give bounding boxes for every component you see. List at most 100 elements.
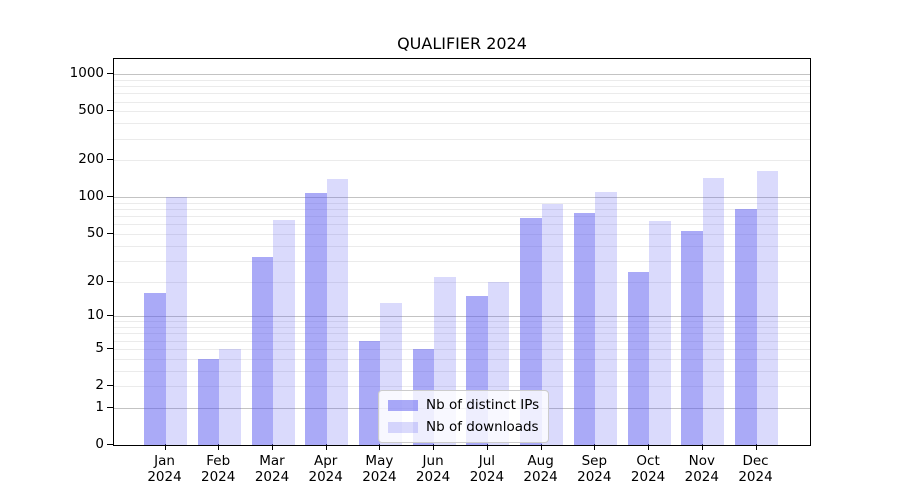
x-tick-mark (433, 444, 435, 450)
y-tick-label: 5 (95, 339, 104, 356)
y-tick-mark (107, 73, 113, 75)
x-tick-label: Jun 2024 (415, 453, 451, 485)
x-tick-mark (755, 444, 757, 450)
chart-title: QUALIFIER 2024 (397, 34, 527, 53)
gridline-minor (114, 216, 810, 218)
legend-swatch-downloads (388, 422, 418, 433)
gridline-minor (114, 260, 810, 262)
legend-swatch-distinct-ips (388, 400, 418, 411)
bar-downloads-apr (326, 179, 349, 445)
x-tick-mark (486, 444, 488, 450)
bar-distinct-ips-apr (305, 193, 327, 445)
gridline-minor (114, 340, 810, 342)
bar-distinct-ips-aug (520, 217, 542, 445)
gridline-minor (114, 93, 810, 95)
x-tick-label: Nov 2024 (684, 453, 719, 485)
gridline-minor (114, 281, 810, 283)
legend-label: Nb of downloads (426, 419, 539, 435)
bar-distinct-ips-oct (627, 272, 650, 445)
y-tick-label: 1 (95, 398, 104, 415)
x-tick-label: Jul 2024 (469, 453, 505, 485)
x-tick-mark (218, 444, 220, 450)
y-tick-mark (107, 347, 113, 349)
x-tick-mark (701, 444, 703, 450)
gridline-minor (114, 348, 810, 350)
gridline-minor (114, 101, 810, 103)
x-tick-mark (379, 444, 381, 450)
y-tick-mark (107, 159, 113, 161)
y-tick-label: 2 (95, 377, 104, 393)
y-tick-label: 20 (86, 272, 104, 289)
y-tick-label: 0 (95, 436, 104, 452)
bar-downloads-nov (702, 177, 725, 445)
bar-distinct-ips-sep (573, 213, 596, 445)
gridline-minor (114, 386, 810, 387)
x-tick-label: Oct 2024 (630, 453, 666, 485)
x-tick-label: Dec 2024 (738, 453, 773, 485)
bar-downloads-feb (219, 348, 241, 445)
legend: Nb of distinct IPs Nb of downloads (378, 390, 550, 443)
bar-distinct-ips-nov (681, 230, 703, 445)
x-tick-label: Feb 2024 (201, 453, 236, 485)
gridline-major (114, 316, 810, 318)
gridline-minor (114, 202, 810, 204)
gridline-minor (114, 224, 810, 226)
x-tick-label: Sep 2024 (577, 453, 612, 485)
bar-downloads-dec (756, 170, 778, 445)
x-tick-label: Aug 2024 (523, 453, 558, 485)
plot-area: Nb of distinct IPs Nb of downloads (113, 58, 811, 446)
gridline-minor (114, 209, 810, 211)
gridline-minor (114, 160, 810, 162)
gridline-minor (114, 327, 810, 329)
y-tick-label: 200 (78, 151, 104, 168)
gridline-minor (114, 321, 810, 323)
x-tick-mark (272, 444, 273, 450)
y-tick-label: 1000 (69, 65, 104, 82)
bar-distinct-ips-mar (251, 257, 273, 445)
x-tick-mark (594, 444, 596, 450)
x-tick-mark (540, 444, 542, 450)
gridline-minor (114, 358, 810, 360)
bar-distinct-ips-feb (197, 358, 220, 445)
legend-item-distinct-ips: Nb of distinct IPs (388, 396, 539, 415)
bar-distinct-ips-jan (144, 292, 166, 445)
bar-downloads-aug (541, 204, 564, 445)
x-tick-mark (164, 444, 166, 450)
x-tick-mark (648, 444, 650, 450)
bar-distinct-ips-may (358, 340, 381, 445)
y-tick-label: 50 (86, 224, 104, 241)
x-tick-label: May 2024 (362, 453, 397, 485)
x-tick-label: Apr 2024 (308, 453, 343, 485)
gridline-major (114, 197, 810, 199)
gridline-minor (114, 79, 810, 81)
y-tick-label: 10 (86, 307, 104, 324)
gridline-major (114, 74, 810, 76)
gridline-minor (114, 370, 810, 372)
y-tick-mark (107, 406, 113, 408)
gridline-minor (114, 333, 810, 335)
y-tick-mark (107, 315, 113, 317)
y-tick-mark (107, 196, 113, 198)
gridline-minor (114, 123, 810, 125)
gridline-minor (114, 245, 810, 247)
x-tick-label: Mar 2024 (254, 453, 290, 485)
bar-downloads-jan (165, 197, 187, 445)
bar-downloads-sep (595, 192, 617, 445)
legend-item-downloads: Nb of downloads (388, 418, 539, 437)
bar-distinct-ips-dec (735, 208, 757, 445)
y-tick-label: 100 (78, 188, 104, 205)
bar-downloads-mar (273, 220, 295, 445)
y-tick-mark (107, 444, 113, 445)
y-tick-mark (107, 385, 113, 386)
legend-label: Nb of distinct IPs (426, 397, 540, 413)
gridline-minor (114, 233, 810, 235)
gridline-minor (114, 86, 810, 88)
bar-downloads-oct (649, 220, 671, 445)
gridline-minor (114, 138, 810, 140)
x-tick-mark (325, 444, 327, 450)
y-tick-label: 500 (78, 102, 104, 119)
y-tick-mark (107, 280, 113, 282)
gridline-minor (114, 111, 810, 113)
y-tick-mark (107, 232, 113, 234)
